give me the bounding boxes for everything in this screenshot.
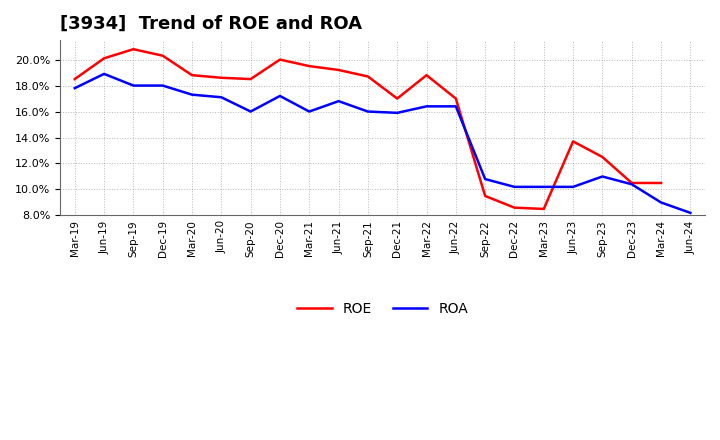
ROA	[276, 93, 284, 99]
ROA	[364, 109, 372, 114]
ROE	[627, 180, 636, 186]
ROA	[100, 71, 109, 77]
ROE	[364, 74, 372, 79]
ROE	[129, 47, 138, 52]
ROA	[71, 85, 79, 91]
ROE	[71, 77, 79, 82]
ROE	[451, 96, 460, 101]
Legend: ROE, ROA: ROE, ROA	[292, 296, 474, 321]
ROA	[627, 182, 636, 187]
Text: [3934]  Trend of ROE and ROA: [3934] Trend of ROE and ROA	[60, 15, 362, 33]
ROA	[686, 210, 695, 216]
ROE	[334, 67, 343, 73]
ROA	[569, 184, 577, 190]
ROA	[393, 110, 402, 115]
Line: ROE: ROE	[75, 49, 661, 209]
ROA	[188, 92, 197, 97]
ROA	[451, 104, 460, 109]
ROE	[569, 139, 577, 144]
ROE	[188, 73, 197, 78]
ROE	[422, 73, 431, 78]
ROA	[422, 104, 431, 109]
ROA	[598, 174, 607, 179]
ROA	[539, 184, 548, 190]
ROE	[217, 75, 225, 81]
ROE	[598, 154, 607, 160]
Line: ROA: ROA	[75, 74, 690, 213]
ROA	[657, 200, 665, 205]
ROA	[129, 83, 138, 88]
ROE	[276, 57, 284, 62]
ROA	[305, 109, 314, 114]
ROE	[657, 180, 665, 186]
ROE	[158, 53, 167, 59]
ROE	[393, 96, 402, 101]
ROA	[246, 109, 255, 114]
ROE	[100, 55, 109, 61]
ROE	[539, 206, 548, 212]
ROA	[334, 99, 343, 104]
ROE	[246, 77, 255, 82]
ROA	[158, 83, 167, 88]
ROE	[510, 205, 519, 210]
ROA	[510, 184, 519, 190]
ROA	[217, 95, 225, 100]
ROE	[481, 193, 490, 198]
ROE	[305, 63, 314, 69]
ROA	[481, 176, 490, 182]
